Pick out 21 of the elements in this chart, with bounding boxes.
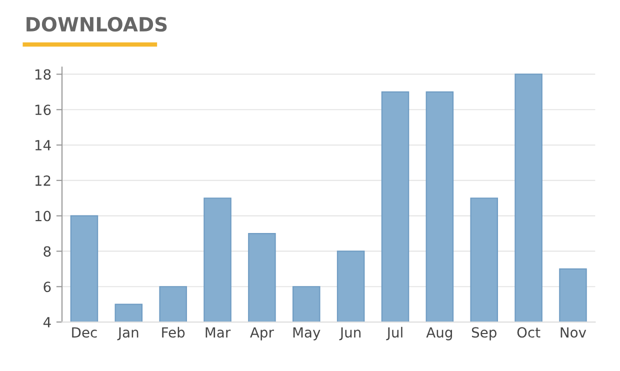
y-tick-label: 16 (35, 104, 51, 116)
x-tick-label: Feb (162, 326, 185, 338)
chart-title: DOWNLOADS (26, 16, 167, 32)
x-tick-label: Dec (72, 327, 97, 338)
x-tick-label: Apr (250, 327, 274, 340)
x-tick-label: Mar (206, 327, 231, 338)
x-tick-label: Nov (560, 327, 586, 338)
y-tick-label: 10 (35, 210, 51, 222)
x-tick-label: Oct (517, 327, 540, 338)
y-tick-label: 8 (44, 246, 51, 257)
x-tick-label: May (293, 327, 320, 340)
x-tick-label: Jan (117, 327, 138, 340)
x-tick-label: Aug (426, 327, 452, 340)
y-tick-label: 6 (44, 282, 51, 292)
x-tick-label: Jul (386, 326, 402, 340)
y-tick-label: 14 (35, 140, 51, 150)
y-tick-label: 18 (35, 69, 51, 80)
x-tick-label: Jun (339, 327, 360, 340)
y-tick-label: 12 (35, 175, 50, 186)
x-tick-label: Sep (472, 327, 496, 340)
y-tick-label: 4 (43, 317, 51, 328)
